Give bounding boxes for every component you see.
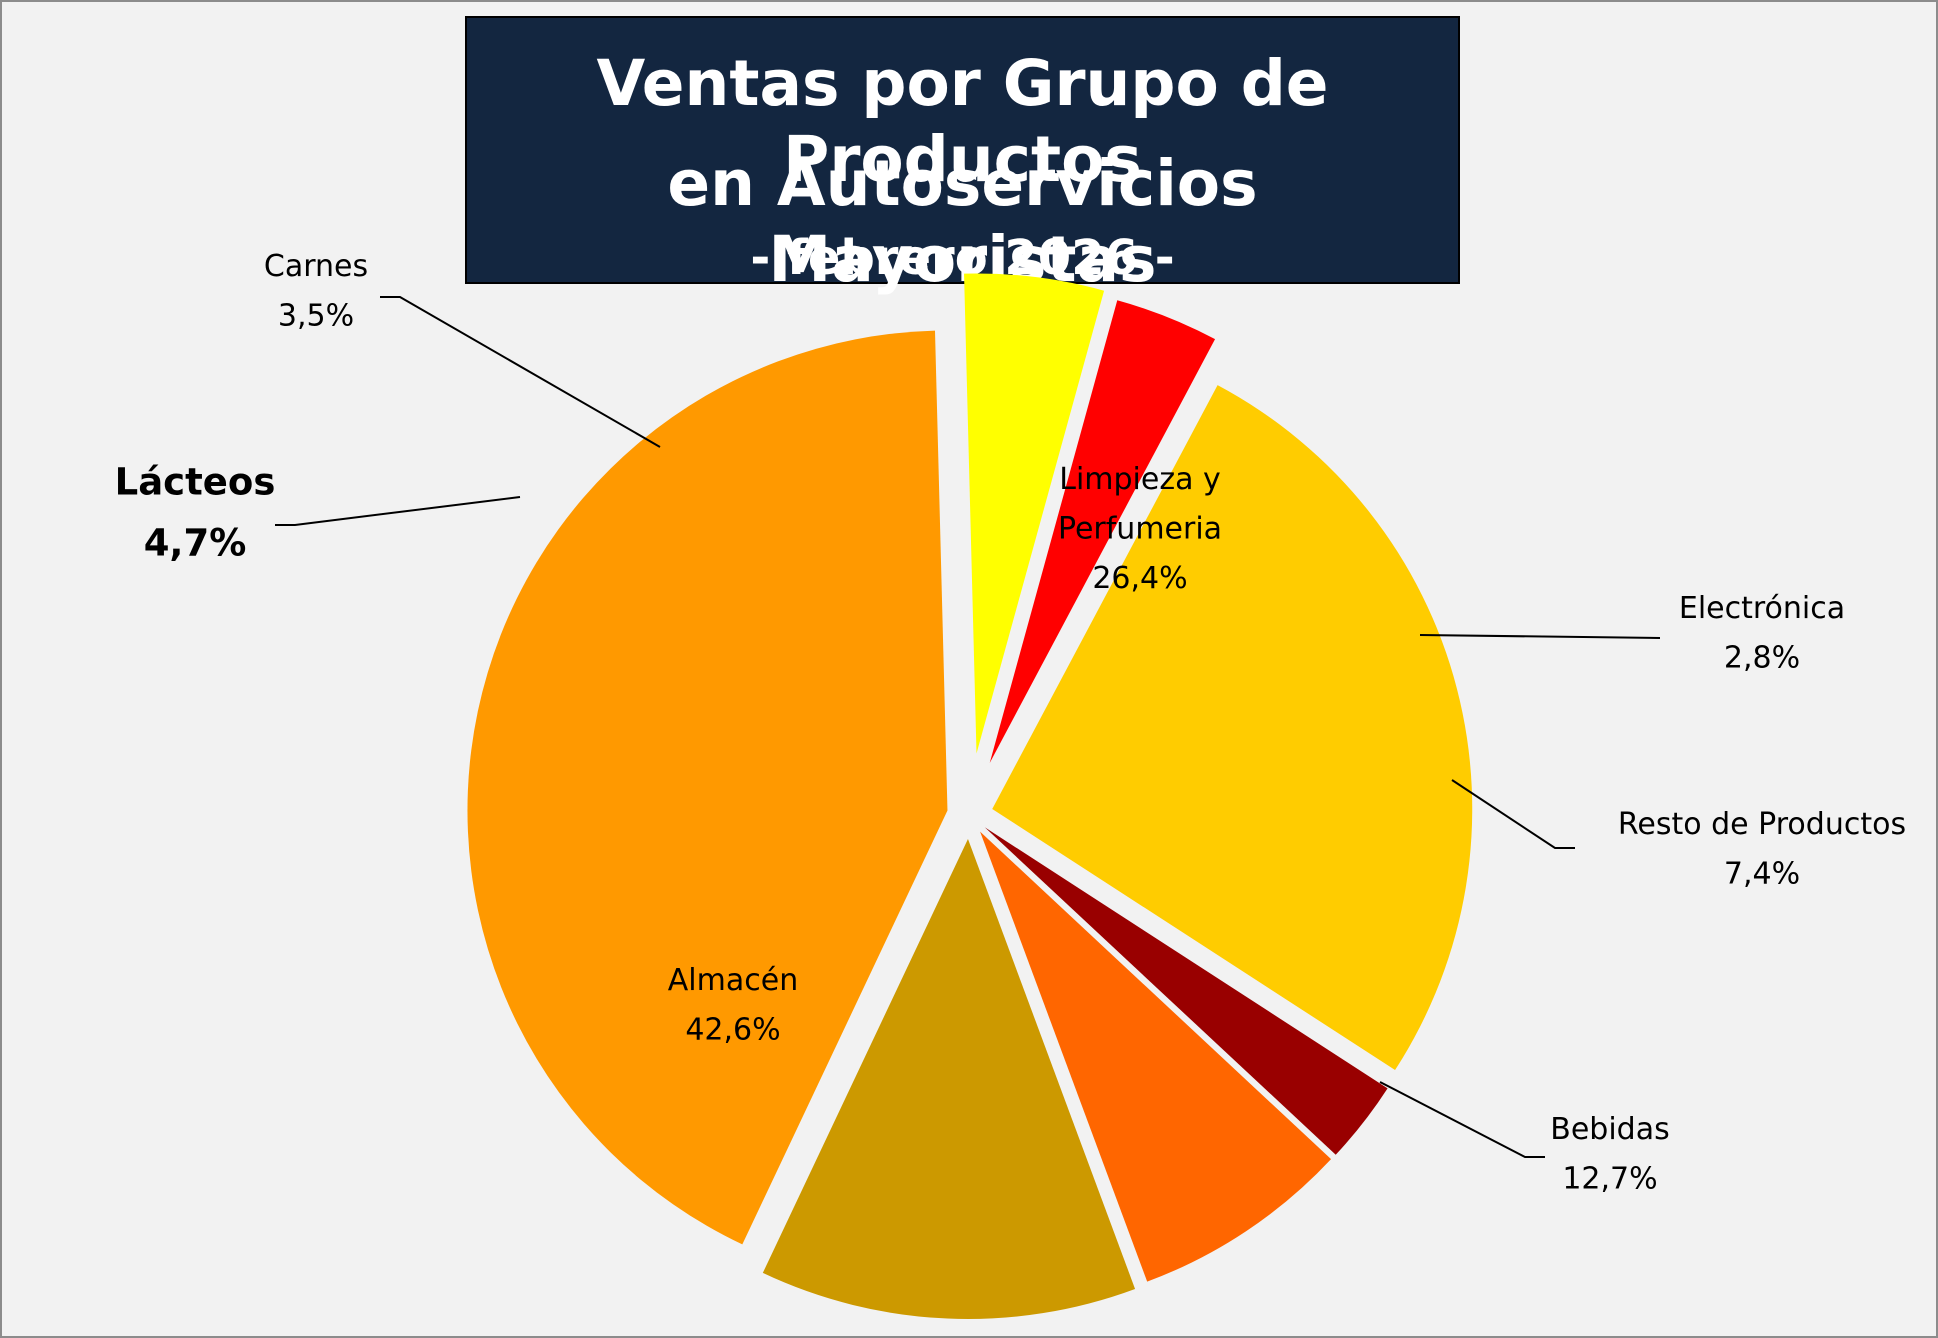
data-label-resto-de-productos: Resto de Productos 7,4% <box>1618 807 1906 892</box>
data-label-almac-n: Almacén 42,6% <box>668 963 798 1048</box>
pie-slice-bebidas <box>762 838 1136 1319</box>
chart-title-box: Ventas por Grupo de Productos en Autoser… <box>465 16 1460 296</box>
pie-slice-electr-nica <box>984 827 1388 1155</box>
data-label-electr-nica: Electrónica 2,8% <box>1679 591 1845 676</box>
leader-line-l-cteos <box>275 496 521 526</box>
leader-line-resto-de-productos <box>1451 779 1575 849</box>
pie-slice-resto-de-productos <box>980 831 1332 1282</box>
chart-title: Ventas por Grupo de Productos <box>596 47 1329 196</box>
pie-slice-limpieza-y-perfumeria <box>992 385 1473 1071</box>
pie-slice-carnes <box>989 300 1216 763</box>
leader-line-electr-nica <box>1419 634 1661 639</box>
data-label-limpieza-y-perfumeria: Limpieza y Perfumeria 26,4% <box>1058 462 1222 596</box>
data-label-l-cteos: Lácteos 4,7% <box>115 460 276 564</box>
chart-title-line2: en Autoservicios Mayoristas <box>667 147 1258 296</box>
leader-line-carnes <box>380 296 661 448</box>
data-label-carnes: Carnes 3,5% <box>264 249 368 334</box>
chart-subtitle: - febrero 2026 - <box>750 230 1175 286</box>
data-label-bebidas: Bebidas 12,7% <box>1550 1112 1669 1197</box>
pie-slice-almac-n <box>467 330 948 1245</box>
pie-slice-l-cteos <box>964 273 1105 754</box>
leader-line-bebidas <box>1379 1081 1545 1158</box>
